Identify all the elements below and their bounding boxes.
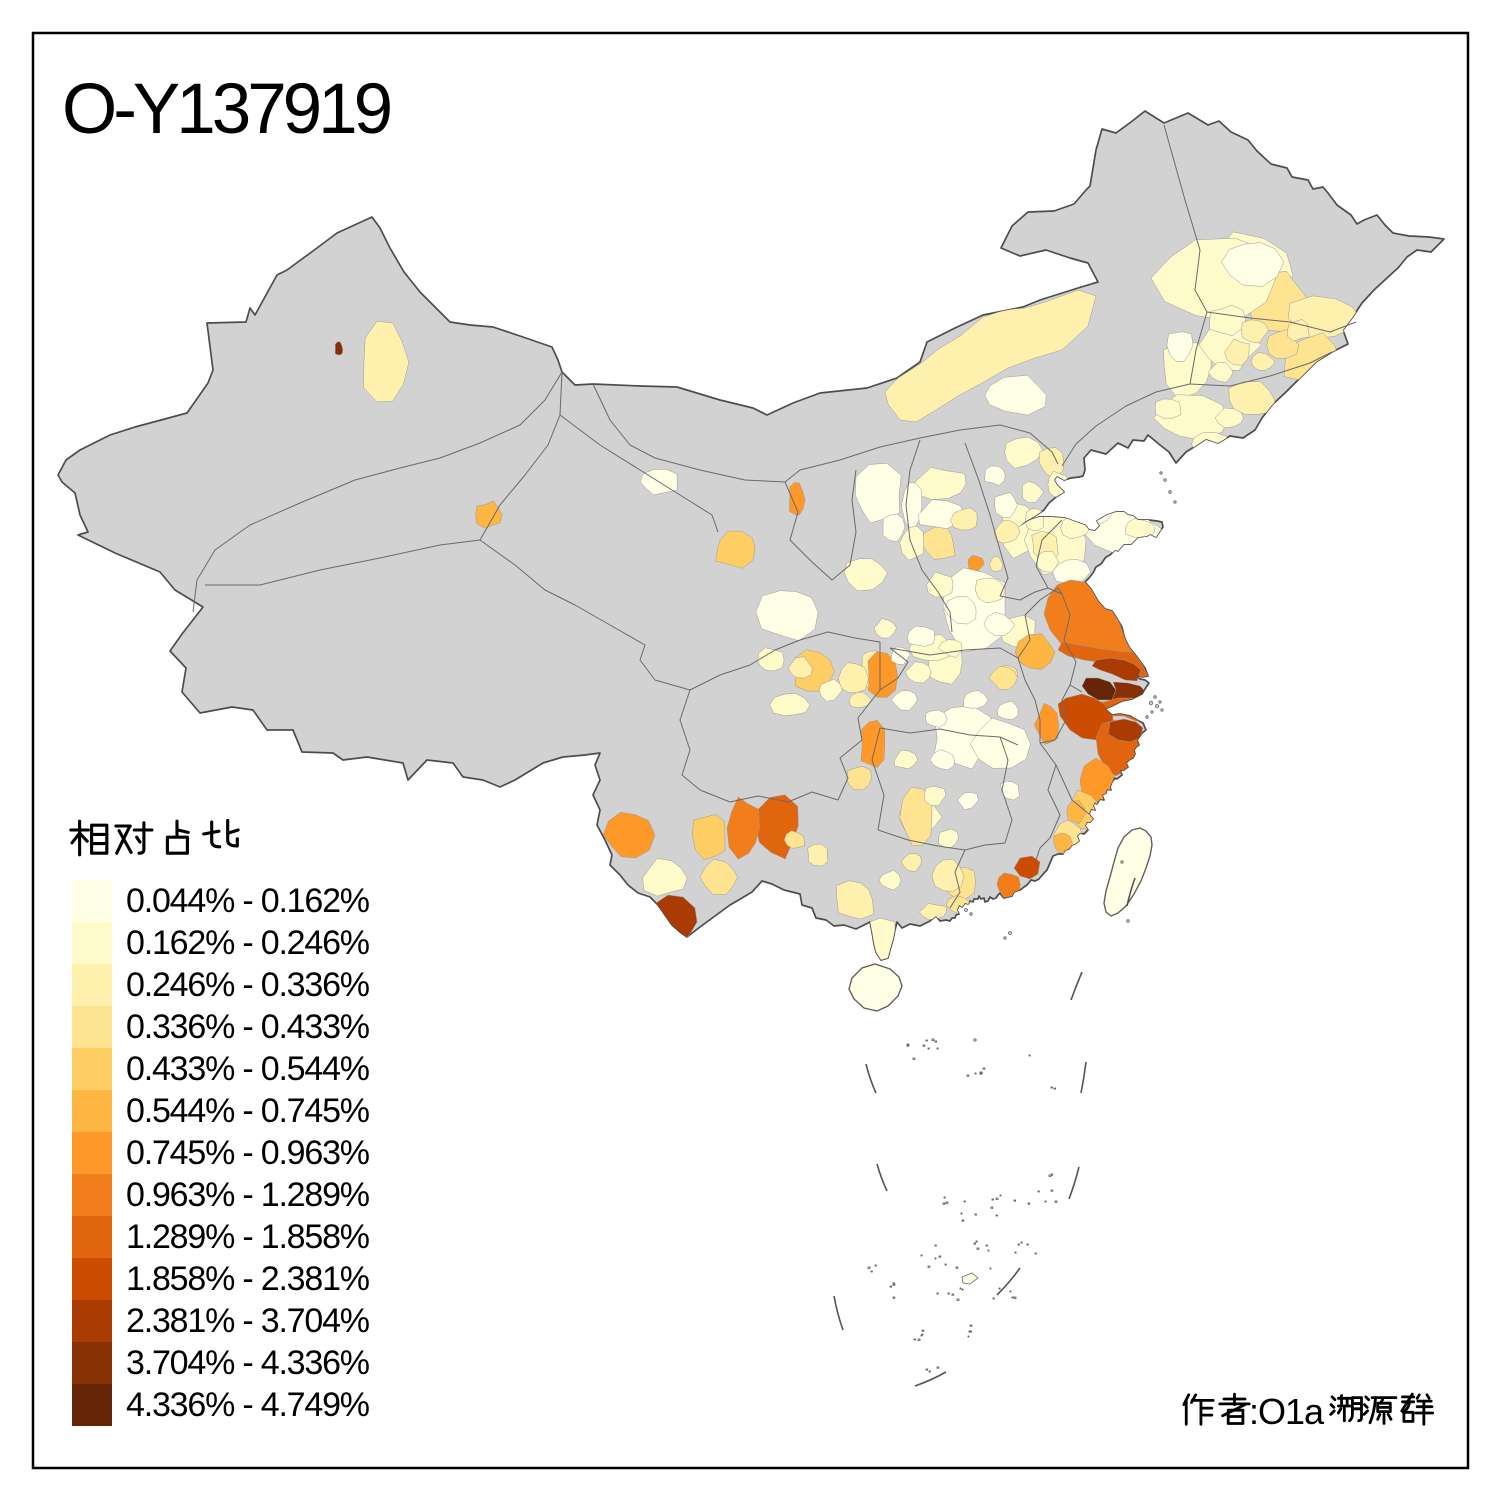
svg-text:0.336% - 0.433%: 0.336% - 0.433% xyxy=(126,1008,370,1046)
svg-text:O-Y137919: O-Y137919 xyxy=(62,70,391,149)
svg-text:1.858% - 2.381%: 1.858% - 2.381% xyxy=(126,1260,370,1298)
svg-text:0.745% - 0.963%: 0.745% - 0.963% xyxy=(126,1134,370,1172)
svg-text:0.044% - 0.162%: 0.044% - 0.162% xyxy=(126,882,370,920)
svg-text::O1a: :O1a xyxy=(1249,1391,1325,1432)
svg-text:1.289% - 1.858%: 1.289% - 1.858% xyxy=(126,1218,370,1256)
svg-text:3.704% - 4.336%: 3.704% - 4.336% xyxy=(126,1344,370,1382)
svg-text:0.162% - 0.246%: 0.162% - 0.246% xyxy=(126,924,370,962)
svg-text:0.433% - 0.544%: 0.433% - 0.544% xyxy=(126,1050,370,1088)
svg-text:4.336% - 4.749%: 4.336% - 4.749% xyxy=(126,1386,370,1424)
svg-text:0.544% - 0.745%: 0.544% - 0.745% xyxy=(126,1092,370,1130)
svg-text:0.963% - 1.289%: 0.963% - 1.289% xyxy=(126,1176,370,1214)
svg-text:0.246% - 0.336%: 0.246% - 0.336% xyxy=(126,966,370,1004)
svg-text:2.381% - 3.704%: 2.381% - 3.704% xyxy=(126,1302,370,1340)
